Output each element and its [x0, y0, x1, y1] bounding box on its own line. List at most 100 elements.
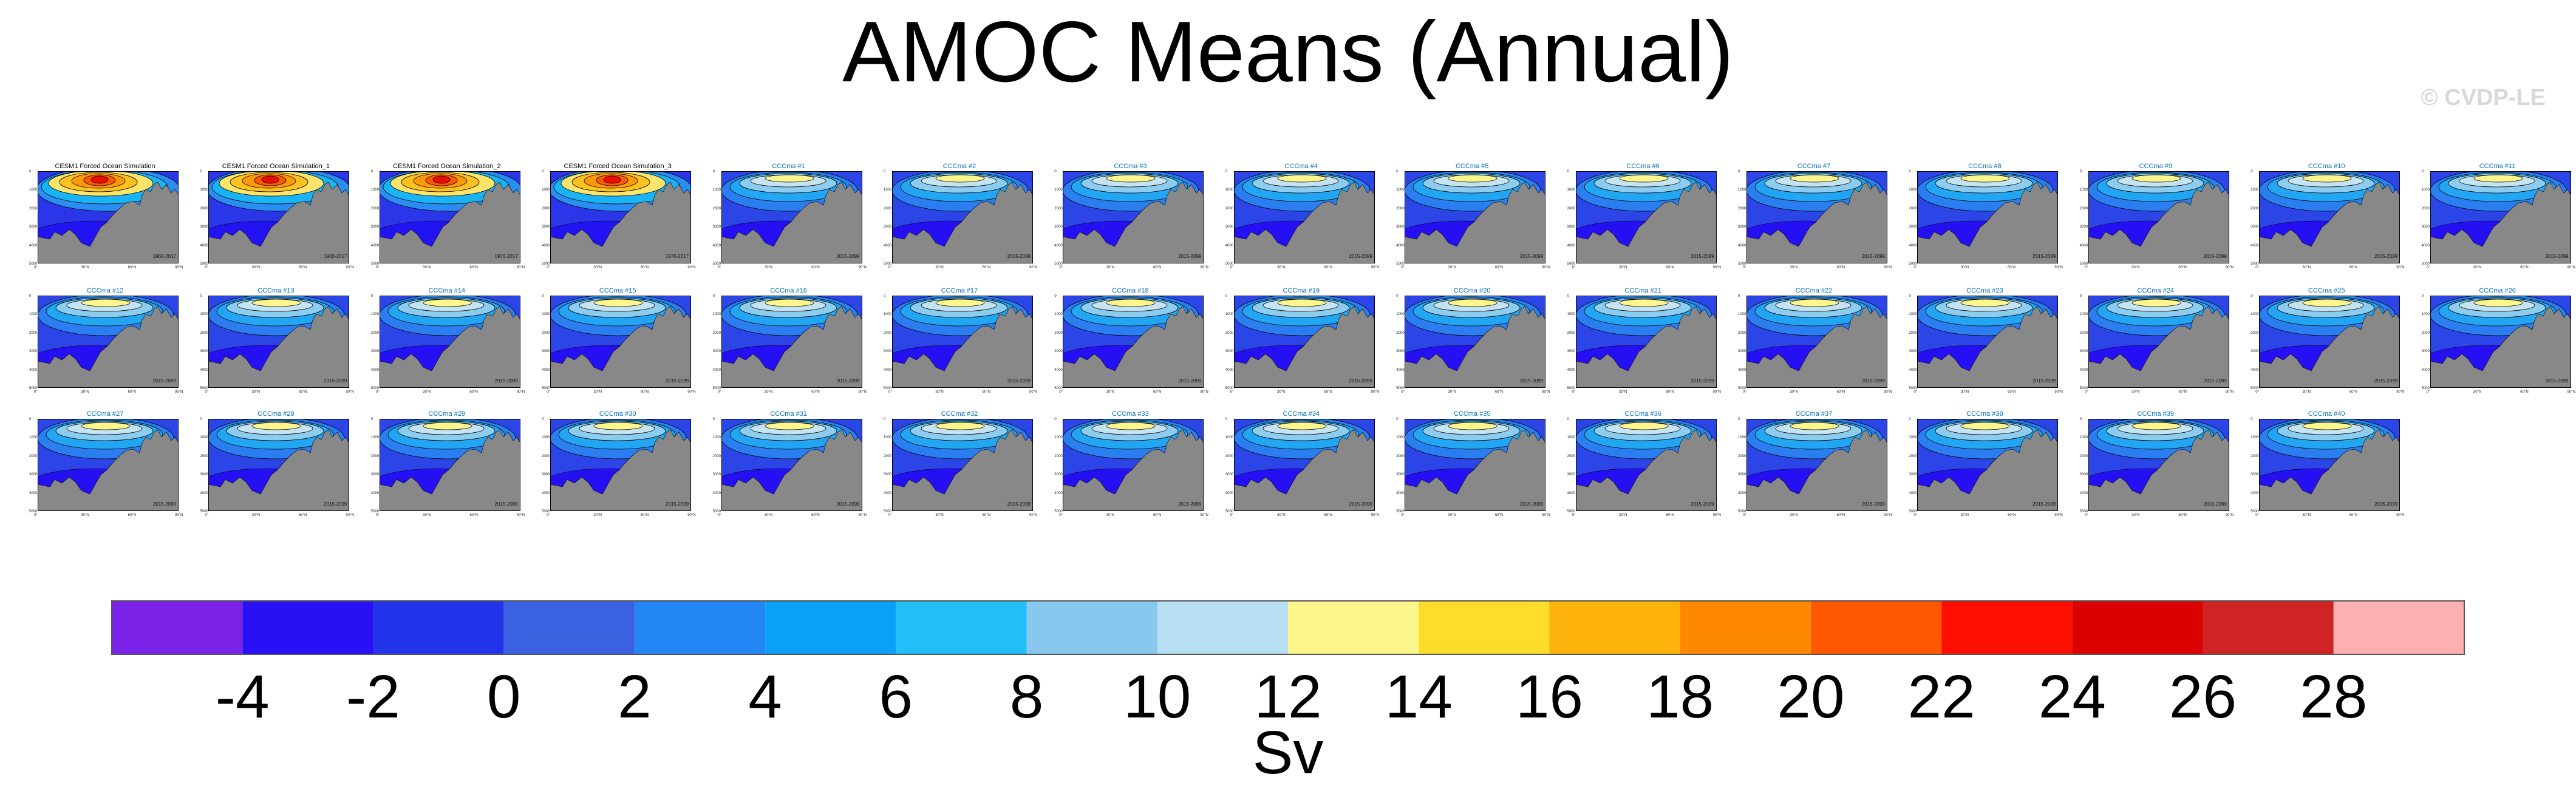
panel-y-tick: 5000	[29, 510, 38, 514]
panel-x-tick: 0°	[1572, 390, 1576, 394]
panel-y-tick: 3000	[2421, 225, 2430, 229]
streamfunction-contour	[1106, 174, 1156, 183]
panel-plot	[2088, 296, 2229, 388]
panel-y-tick: 1000	[1054, 436, 1063, 440]
amoc-panel: CCCma #38 0 1000 2000 3000 4000 5000 0° 30°N 60°N…	[1909, 410, 2062, 526]
colorbar-box	[503, 601, 635, 654]
panel-y-tick: 5000	[884, 262, 892, 266]
streamfunction-contour	[251, 299, 301, 307]
panel-x-tick: 90°N	[1884, 266, 1892, 269]
panel-y-tick: 2000	[1054, 206, 1063, 211]
panel-y-tick: 4000	[2079, 243, 2088, 248]
panel-field-svg	[721, 419, 862, 511]
panel-y-tick: 1000	[1054, 313, 1063, 317]
amoc-panel: CCCma #14 0 1000 2000 3000 4000 5000 0° 30°N 60°N…	[371, 287, 525, 402]
panel-y-tick: 2000	[1396, 206, 1405, 211]
panel-plot	[1575, 296, 1717, 388]
streamfunction-contour	[1960, 299, 2010, 307]
panel-x-tick: 30°N	[764, 514, 773, 517]
panel-x-tick: 90°N	[2396, 514, 2405, 517]
colorbar-box	[1288, 601, 1419, 654]
panel-plot	[1746, 296, 1887, 388]
panel-y-tick: 2000	[712, 206, 721, 211]
panel-x-tick: 90°N	[516, 266, 525, 269]
panel-y-tick: 0	[1225, 418, 1228, 421]
streamfunction-contour	[2131, 299, 2181, 307]
panel-x-tick: 90°N	[1712, 514, 1721, 517]
panel-x-tick: 60°N	[469, 514, 478, 517]
streamfunction-contour	[1790, 422, 1839, 430]
bathymetry-land	[1575, 306, 1717, 388]
panel-y-tick: 3000	[2251, 473, 2259, 477]
panel-x-tick: 60°N	[2349, 390, 2358, 394]
panel-x-tick: 30°N	[593, 390, 602, 394]
panel-x-tick: 90°N	[1884, 514, 1892, 517]
panel-y-tick: 1000	[884, 188, 892, 192]
panel-y-tick: 4000	[200, 368, 208, 372]
panel-field-svg	[1233, 419, 1375, 511]
panel-y-tick: 0	[1909, 294, 1911, 298]
panel-y-tick: 4000	[542, 368, 550, 372]
panel-y-tick: 5000	[542, 510, 550, 514]
panel-x-tick: 0°	[1913, 266, 1918, 269]
panel-y-tick: 2000	[712, 454, 721, 458]
panel-y-tick: 0	[2079, 170, 2082, 174]
panel-y-tick: 2000	[2421, 206, 2430, 211]
panel-x-tick: 30°N	[1277, 390, 1286, 394]
panel-field-svg	[1063, 171, 1204, 263]
panel-x-tick: 90°N	[1542, 514, 1550, 517]
panel-y-tick: 2000	[1396, 454, 1405, 458]
panel-plot	[1233, 296, 1375, 388]
panel-plot	[1917, 419, 2059, 511]
panel-y-tick: 4000	[1225, 491, 1234, 495]
amoc-panel: CESM1 Forced Ocean Simulation_2 0 1000 2000…	[370, 163, 525, 278]
streamfunction-contour	[81, 422, 131, 430]
bathymetry-land	[1917, 181, 2059, 263]
panel-y-tick: 3000	[884, 473, 892, 477]
panel-x-tick: 60°N	[128, 514, 137, 517]
colorbar-tick-label: -2	[346, 663, 400, 731]
colorbar-tick-label: 6	[879, 663, 913, 731]
panel-x-tick: 60°N	[1666, 390, 1674, 394]
panel-field-svg	[208, 296, 350, 388]
amoc-panel: CCCma #20 0 1000 2000 3000 4000 5000 0° 30°N 60°N…	[1396, 287, 1550, 402]
panel-y-tick: 0	[2079, 418, 2082, 421]
panel-field-svg	[2430, 171, 2571, 263]
panel-y-tick: 2000	[2079, 331, 2088, 335]
panel-x-tick: 0°	[375, 514, 380, 517]
panel-y-tick: 4000	[884, 368, 892, 372]
panel-x-tick: 30°N	[1618, 390, 1627, 394]
panel-y-tick: 2000	[1225, 454, 1234, 458]
panel-field-svg	[1063, 296, 1204, 388]
panel-frame	[1746, 419, 1887, 511]
panel-frame	[1746, 296, 1887, 388]
panel-title: CESM1 Forced Ocean Simulation	[55, 163, 155, 170]
panel-y-tick: 0	[884, 294, 886, 298]
panel-x-tick: 0°	[1572, 514, 1576, 517]
panel-y-tick: 5000	[2251, 510, 2259, 514]
panel-title: CCCma #5	[1455, 163, 1489, 170]
panel-plot	[1746, 419, 1887, 511]
streamfunction-contour	[765, 299, 814, 307]
panel-x-tick: 0°	[1401, 514, 1405, 517]
panel-y-tick: 4000	[2251, 243, 2259, 248]
panel-y-tick: 1000	[370, 188, 380, 192]
panel-y-tick: 1000	[1396, 436, 1405, 440]
panel-y-tick: 3000	[2251, 225, 2259, 229]
panel-plot	[892, 419, 1033, 511]
bathymetry-land	[1746, 306, 1887, 388]
panel-x-tick: 60°N	[299, 514, 307, 517]
amoc-panel: CESM1 Forced Ocean Simulation_1 0 1000 2000…	[200, 163, 353, 278]
panel-x-tick: 60°N	[299, 390, 307, 394]
panel-plot	[208, 171, 350, 263]
streamfunction-contour	[1106, 422, 1156, 430]
bathymetry-land	[208, 429, 350, 511]
panel-field-svg	[1233, 171, 1375, 263]
bathymetry-land	[379, 181, 520, 263]
panel-frame	[550, 419, 692, 511]
panel-title: CESM1 Forced Ocean Simulation_1	[222, 163, 330, 170]
panel-plot	[1917, 171, 2059, 263]
panel-years: 1976-2017	[494, 254, 518, 259]
panel-title: CCCma #22	[1795, 287, 1833, 294]
panel-years: 2015-2099	[2203, 378, 2227, 384]
